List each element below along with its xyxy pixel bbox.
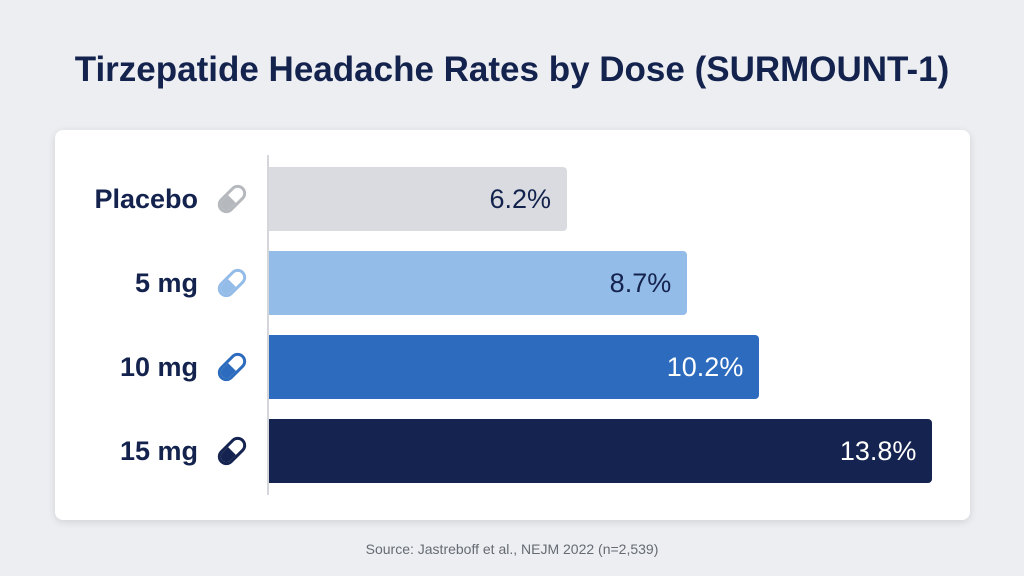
- source-note: Source: Jastreboff et al., NEJM 2022 (n=…: [365, 541, 659, 557]
- chart-title: Tirzepatide Headache Rates by Dose (SURM…: [74, 50, 950, 89]
- bar: 13.8%: [269, 419, 933, 483]
- y-axis-line: [267, 155, 269, 495]
- category-label: Placebo: [94, 184, 198, 214]
- data-label: 13.8%: [839, 436, 917, 466]
- pill-icon: [217, 436, 247, 466]
- pill-icon: [217, 184, 247, 214]
- category-label: 5 mg: [134, 268, 198, 298]
- data-label: 10.2%: [666, 352, 744, 382]
- bar: 8.7%: [269, 251, 688, 315]
- data-label: 6.2%: [489, 184, 552, 214]
- pill-icon: [217, 268, 247, 298]
- category-label: 10 mg: [119, 352, 198, 382]
- pill-icon: [217, 352, 247, 382]
- bar: 10.2%: [269, 335, 760, 399]
- category-label: 15 mg: [119, 436, 198, 466]
- data-label: 8.7%: [609, 268, 672, 298]
- bar: 6.2%: [269, 167, 568, 231]
